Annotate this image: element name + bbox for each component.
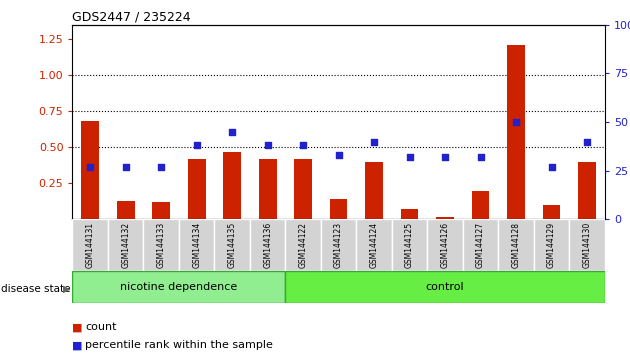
Bar: [223, 152, 241, 219]
Point: [192, 143, 202, 148]
Point: [120, 164, 131, 170]
FancyBboxPatch shape: [463, 219, 498, 271]
Text: GSM144135: GSM144135: [227, 222, 237, 268]
Bar: [542, 205, 561, 219]
Text: ■: ■: [72, 322, 83, 332]
Text: GSM144136: GSM144136: [263, 222, 272, 268]
Point: [404, 154, 415, 160]
Text: disease state: disease state: [1, 284, 71, 293]
Point: [85, 164, 95, 170]
FancyBboxPatch shape: [570, 219, 605, 271]
Point: [511, 119, 521, 125]
Text: count: count: [85, 322, 117, 332]
FancyBboxPatch shape: [392, 219, 427, 271]
Text: ■: ■: [72, 340, 83, 350]
FancyBboxPatch shape: [285, 219, 321, 271]
Bar: [152, 202, 170, 219]
Text: GSM144132: GSM144132: [121, 222, 130, 268]
Point: [227, 129, 237, 135]
FancyBboxPatch shape: [285, 271, 605, 303]
Point: [440, 154, 450, 160]
Text: GSM144133: GSM144133: [157, 222, 166, 268]
FancyBboxPatch shape: [534, 219, 570, 271]
Bar: [472, 191, 490, 219]
Text: GSM144122: GSM144122: [299, 222, 307, 268]
Point: [298, 143, 308, 148]
FancyBboxPatch shape: [144, 219, 179, 271]
Bar: [117, 201, 135, 219]
Text: GDS2447 / 235224: GDS2447 / 235224: [72, 11, 191, 24]
Text: percentile rank within the sample: percentile rank within the sample: [85, 340, 273, 350]
Text: nicotine dependence: nicotine dependence: [120, 282, 238, 292]
FancyBboxPatch shape: [498, 219, 534, 271]
Text: GSM144134: GSM144134: [192, 222, 201, 268]
Bar: [294, 159, 312, 219]
Bar: [436, 217, 454, 219]
Bar: [259, 159, 277, 219]
Text: GSM144129: GSM144129: [547, 222, 556, 268]
Text: GSM144127: GSM144127: [476, 222, 485, 268]
FancyBboxPatch shape: [108, 219, 144, 271]
Text: GSM144123: GSM144123: [334, 222, 343, 268]
Bar: [188, 159, 205, 219]
Point: [476, 154, 486, 160]
Text: GSM144131: GSM144131: [86, 222, 94, 268]
Text: GSM144125: GSM144125: [405, 222, 414, 268]
Point: [546, 164, 557, 170]
Bar: [81, 121, 99, 219]
Point: [333, 152, 343, 158]
Bar: [578, 162, 596, 219]
Text: GSM144126: GSM144126: [440, 222, 450, 268]
FancyBboxPatch shape: [72, 271, 285, 303]
Point: [263, 143, 273, 148]
FancyBboxPatch shape: [427, 219, 463, 271]
Text: GSM144130: GSM144130: [583, 222, 592, 268]
Text: control: control: [426, 282, 464, 292]
FancyBboxPatch shape: [321, 219, 357, 271]
Text: GSM144128: GSM144128: [512, 222, 520, 268]
FancyBboxPatch shape: [357, 219, 392, 271]
Bar: [329, 199, 348, 219]
Bar: [401, 209, 418, 219]
Text: GSM144124: GSM144124: [370, 222, 379, 268]
FancyBboxPatch shape: [214, 219, 250, 271]
FancyBboxPatch shape: [179, 219, 214, 271]
Point: [156, 164, 166, 170]
FancyBboxPatch shape: [72, 219, 108, 271]
FancyBboxPatch shape: [250, 219, 285, 271]
Text: ▶: ▶: [63, 284, 71, 293]
Bar: [507, 45, 525, 219]
Point: [369, 139, 379, 144]
Bar: [365, 162, 383, 219]
Point: [582, 139, 592, 144]
